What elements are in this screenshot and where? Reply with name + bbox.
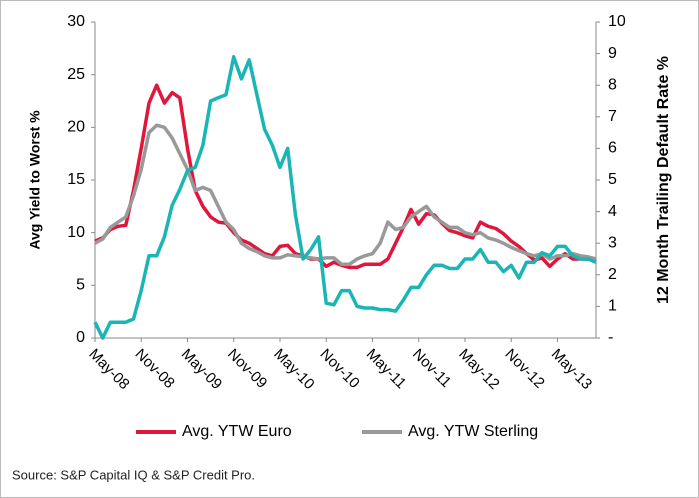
y2-tick-label: 3 [608, 234, 617, 251]
y2-tick-label: 9 [608, 45, 617, 62]
series-line [93, 55, 597, 340]
y2-tick-label: 6 [608, 140, 617, 157]
y2-axis-title: 12 Month Trailing Default Rate % [655, 56, 672, 304]
y2-tick-label: 7 [608, 108, 617, 125]
source-note: Source: S&P Capital IQ & S&P Credit Pro. [12, 467, 255, 482]
y2-tick-label: 1 [608, 298, 617, 315]
y-tick-label: 15 [67, 171, 85, 188]
y-tick-label: 5 [76, 277, 85, 294]
y2-tick-label: 2 [608, 266, 617, 283]
y2-tick-label: 8 [608, 76, 617, 93]
legend-label: Avg. YTW Sterling [408, 423, 538, 440]
y-tick-label: 10 [67, 224, 85, 241]
y-tick-label: 25 [67, 66, 85, 83]
series-line [94, 123, 597, 267]
y2-tick-label: 4 [608, 203, 617, 220]
series-line [94, 83, 597, 270]
y2-tick-label: 10 [608, 13, 626, 30]
y-tick-label: 0 [76, 329, 85, 346]
y-tick-label: 30 [67, 13, 85, 30]
legend-label: Avg. YTW Euro [182, 423, 292, 440]
y2-tick-label: 5 [608, 171, 617, 188]
y-tick-label: 20 [67, 119, 85, 136]
y2-tick-label: - [608, 329, 613, 346]
y-axis-title: Avg Yield to Worst % [27, 110, 43, 250]
